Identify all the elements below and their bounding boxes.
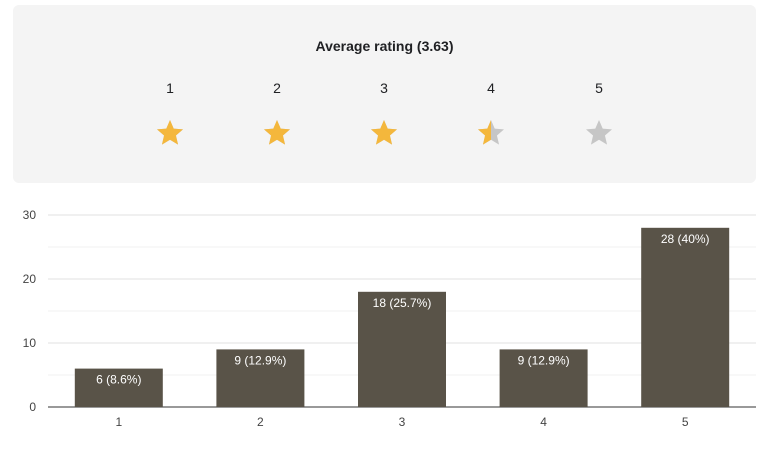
bar-data-label: 9 (12.9%) [234,353,286,367]
x-tick-label: 5 [682,415,689,429]
star-icon [264,120,290,145]
rating-summary-panel: Average rating (3.63) 1 2 3 4 5 [13,5,756,183]
y-tick-label: 10 [23,336,37,350]
bar-data-label: 9 (12.9%) [518,353,570,367]
star-column-1: 1 [150,80,190,148]
average-rating-title: Average rating (3.63) [315,38,454,54]
rating-distribution-bar-chart: 0 10 20 30 6 (8.6%) 1 9 (12.9%) 2 18 (25.7%) 3 9 (… [23,208,756,429]
star-number: 2 [273,80,281,96]
y-tick-label: 0 [29,400,36,414]
half-star-icon [478,120,504,145]
x-tick-label: 4 [540,415,547,429]
bar-data-label: 28 (40%) [661,232,710,246]
star-column-2: 2 [257,80,297,148]
star-column-5: 5 [579,80,619,148]
bar-data-label: 18 (25.7%) [373,296,432,310]
bar [358,291,446,407]
bar [216,349,305,407]
bar [641,227,730,407]
empty-star-icon [586,120,612,145]
star-column-4: 4 [471,80,511,148]
star-icon [157,120,183,145]
x-tick-label: 2 [257,415,264,429]
bar-data-label: 6 (8.6%) [96,373,141,387]
y-tick-label: 20 [23,272,37,286]
x-tick-label: 3 [399,415,406,429]
star-icon [371,120,397,145]
star-number: 5 [595,80,603,96]
bar [499,349,588,407]
bar [74,368,163,407]
y-tick-label: 30 [23,208,37,222]
star-number: 3 [380,80,388,96]
star-number: 4 [487,80,495,96]
star-column-3: 3 [364,80,404,148]
x-tick-label: 1 [115,415,122,429]
star-number: 1 [166,80,174,96]
